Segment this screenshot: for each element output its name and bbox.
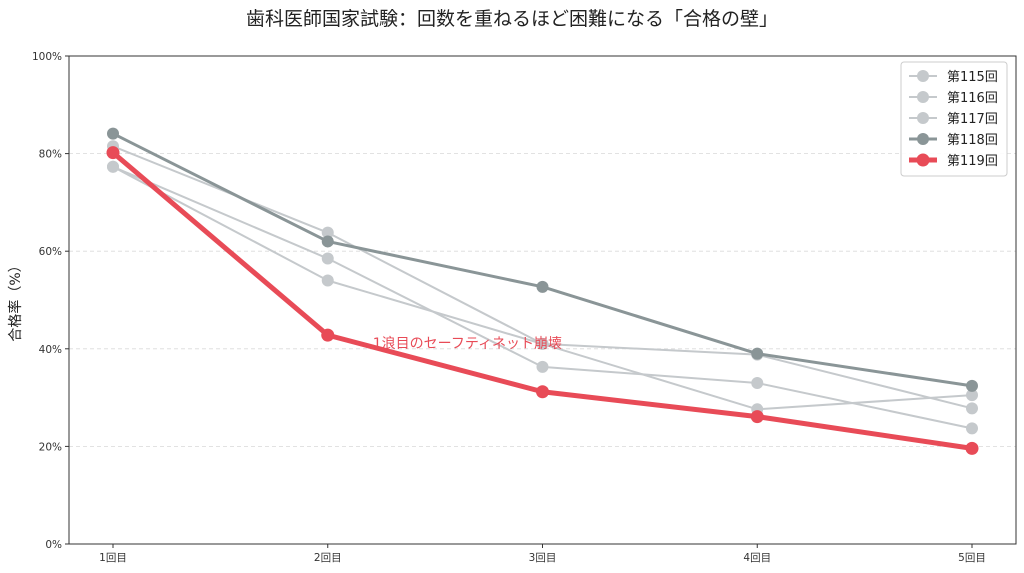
x-tick-label: 4回目 (743, 552, 771, 564)
data-point (966, 402, 978, 415)
legend-label: 第115回 (947, 70, 998, 85)
data-point (107, 127, 119, 140)
chart-title: 歯科医師国家試験：回数を重ねるほど困難になる「合格の壁」 (245, 8, 778, 30)
axes: 0% 20% 40% 60% 80% 100% 1回目 2回目 3回目 4回目 5回目 合格率（%） (7, 51, 1017, 564)
data-point (536, 280, 549, 293)
annotation-group: 1浪目のセーフティネット崩壊 (373, 336, 562, 352)
y-tick-label: 40% (39, 344, 62, 356)
data-point (536, 385, 549, 399)
legend-item: 第117回 (909, 112, 998, 127)
legend-label: 第118回 (947, 133, 998, 148)
data-point (321, 252, 334, 265)
data-point (321, 274, 334, 287)
series-第119回 (106, 146, 979, 455)
y-tick-label: 100% (32, 51, 62, 63)
x-tick-label: 5回目 (958, 552, 986, 564)
data-point (321, 328, 335, 342)
series-第117回 (107, 160, 978, 416)
legend-item: 第115回 (909, 70, 998, 85)
legend-label: 第116回 (947, 91, 998, 106)
legend-marker (917, 112, 929, 124)
legend-marker (917, 91, 929, 103)
legend-marker (916, 153, 930, 167)
data-point (965, 441, 979, 455)
legend-box (900, 61, 1008, 177)
y-axis-label: 合格率（%） (7, 258, 24, 341)
legend-marker (917, 133, 929, 145)
data-point (536, 337, 549, 350)
y-tick-label: 20% (39, 441, 62, 453)
legend-label: 第119回 (947, 154, 998, 169)
x-tick-label: 2回目 (314, 552, 342, 564)
legend-item: 第119回 (909, 153, 998, 169)
legend-marker (917, 70, 929, 82)
legend-item: 第116回 (909, 91, 998, 106)
data-point (106, 146, 120, 160)
x-tick-label: 1回目 (99, 552, 127, 564)
series-第115回 (107, 140, 978, 415)
y-tick-label: 80% (39, 149, 62, 161)
data-point (107, 160, 119, 173)
plot-frame (68, 55, 1017, 545)
data-point (966, 379, 978, 392)
y-tick-label: 60% (39, 246, 62, 258)
data-point (751, 347, 764, 360)
y-tick-label: 0% (45, 539, 62, 551)
data-point (321, 235, 334, 248)
data-point (536, 360, 549, 373)
legend-item: 第118回 (909, 133, 998, 148)
annotation-label: 1浪目のセーフティネット崩壊 (373, 336, 562, 352)
data-point (966, 389, 978, 402)
series-第118回 (107, 127, 978, 392)
data-point (321, 226, 334, 239)
data-point (751, 376, 764, 389)
data-point (966, 422, 978, 435)
series-group (106, 127, 979, 455)
legend-label: 第117回 (947, 112, 998, 127)
data-point (750, 410, 764, 424)
x-tick-label: 3回目 (529, 552, 557, 564)
